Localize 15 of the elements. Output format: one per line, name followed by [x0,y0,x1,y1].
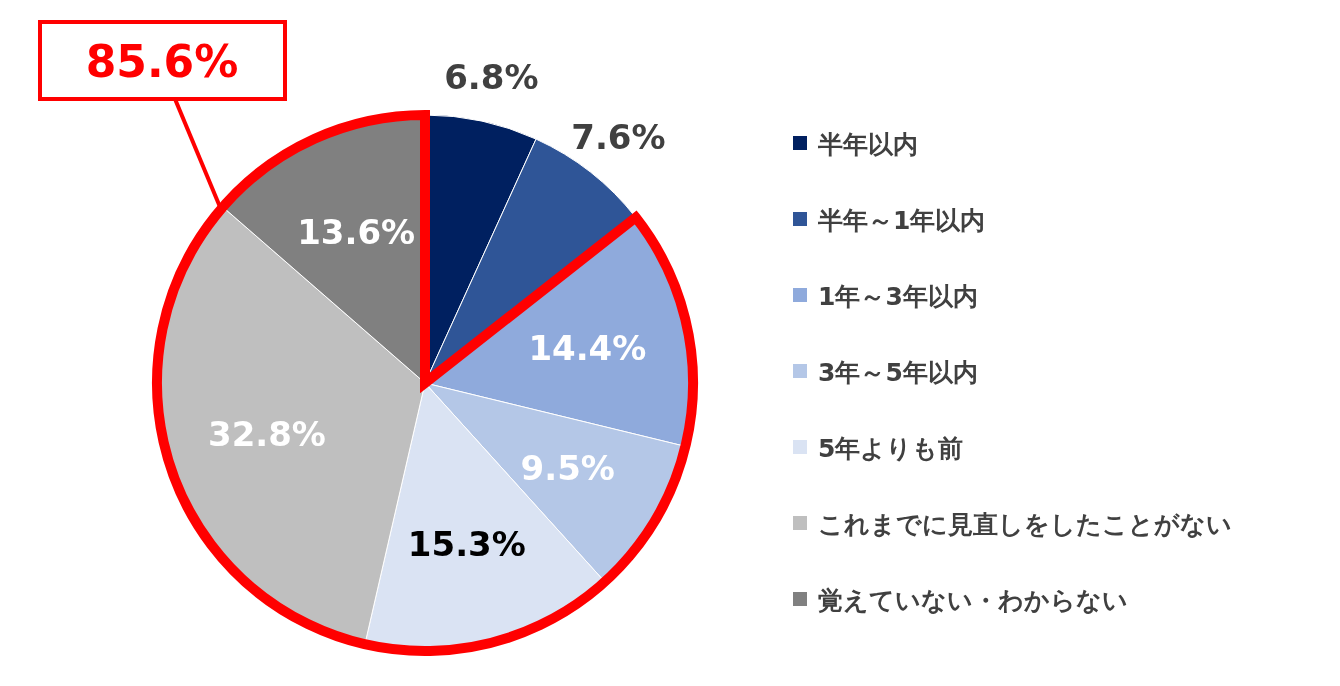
data-label: 9.5% [520,448,615,489]
legend-label: 半年以内 [817,130,918,159]
data-label: 6.8% [444,57,539,98]
legend-label: 1年～3年以内 [818,282,978,311]
legend-label: 5年よりも前 [818,434,964,463]
legend-label: 半年～1年以内 [817,206,986,235]
legend-label: 覚えていない・わからない [818,586,1128,615]
data-label: 13.6% [297,211,416,252]
legend-label: これまでに見直しをしたことがない [818,510,1232,539]
data-label: 7.6% [571,116,666,157]
text: 85.6% [85,36,239,87]
data-label: 32.8% [207,414,326,455]
data-label: 14.4% [528,327,647,368]
legend-label: 3年～5年以内 [818,358,978,387]
data-label: 15.3% [407,523,526,564]
